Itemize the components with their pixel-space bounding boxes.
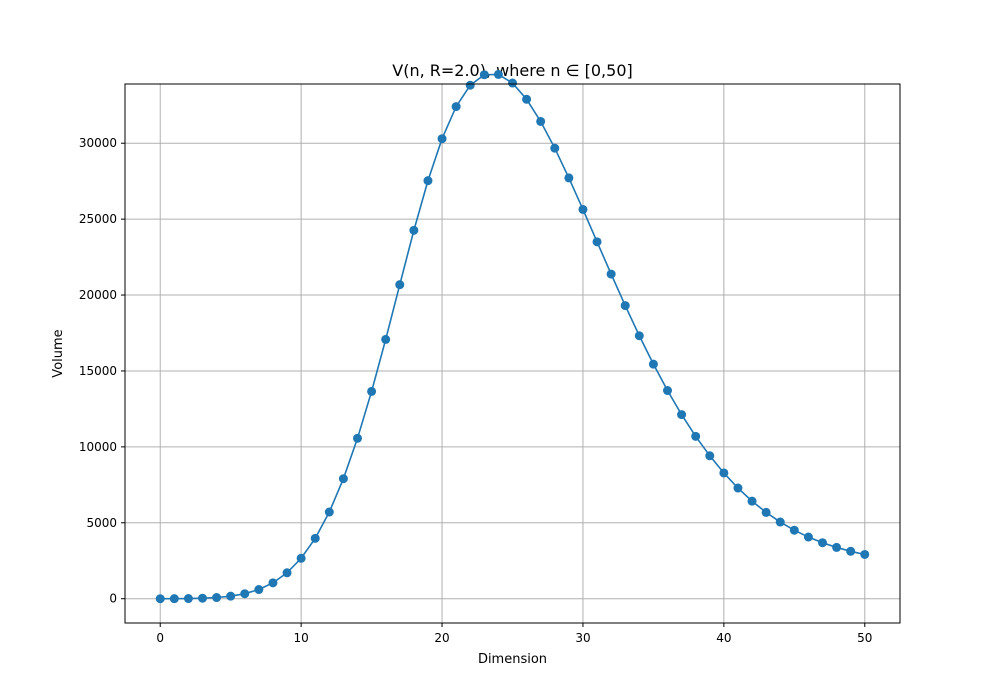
data-point bbox=[268, 578, 278, 588]
y-tick-label: 10000 bbox=[79, 440, 117, 454]
plot-frame bbox=[124, 83, 901, 624]
data-point bbox=[789, 525, 799, 535]
x-axis: 0 10 20 30 40 50 bbox=[156, 623, 872, 645]
data-point bbox=[648, 359, 658, 369]
data-point bbox=[381, 334, 391, 344]
data-point bbox=[465, 80, 475, 90]
x-axis-label: Dimension bbox=[478, 652, 547, 667]
data-point bbox=[536, 116, 546, 126]
x-tick-label: 30 bbox=[575, 631, 590, 645]
data-point bbox=[761, 507, 771, 517]
data-point bbox=[183, 594, 193, 604]
data-point bbox=[550, 143, 560, 153]
data-point bbox=[240, 589, 250, 599]
data-point bbox=[719, 468, 729, 478]
data-point bbox=[169, 594, 179, 604]
data-point bbox=[705, 451, 715, 461]
y-axis-label: Volume bbox=[51, 329, 66, 377]
data-point bbox=[423, 176, 433, 186]
data-point bbox=[663, 386, 672, 396]
y-tick-label: 20000 bbox=[79, 288, 117, 302]
data-point bbox=[846, 546, 856, 556]
data-point bbox=[677, 410, 687, 420]
y-tick-label: 30000 bbox=[79, 136, 117, 150]
data-point bbox=[282, 568, 292, 578]
data-point bbox=[493, 69, 503, 79]
data-point bbox=[409, 225, 419, 235]
x-tick-label: 40 bbox=[716, 631, 731, 645]
x-tick-label: 50 bbox=[857, 631, 872, 645]
data-point bbox=[606, 269, 616, 279]
data-point bbox=[451, 102, 461, 112]
data-point bbox=[860, 549, 870, 559]
data-point bbox=[296, 553, 306, 563]
data-point bbox=[254, 585, 264, 595]
data-point bbox=[775, 517, 785, 527]
x-tick-label: 20 bbox=[434, 631, 449, 645]
data-point bbox=[367, 386, 377, 396]
data-point bbox=[832, 542, 842, 552]
y-tick-label: 15000 bbox=[79, 364, 117, 378]
data-point bbox=[620, 301, 630, 311]
data-point bbox=[578, 204, 588, 214]
y-tick-label: 5000 bbox=[86, 516, 117, 530]
data-point bbox=[310, 533, 320, 543]
data-point bbox=[155, 594, 165, 604]
data-point bbox=[353, 433, 362, 443]
data-point bbox=[324, 507, 334, 517]
data-point bbox=[437, 134, 447, 144]
data-point bbox=[479, 70, 489, 80]
y-axis: 0 5000 10000 15000 20000 25000 30000 bbox=[79, 136, 125, 606]
data-point bbox=[338, 474, 348, 484]
data-series bbox=[155, 69, 870, 604]
y-tick-label: 0 bbox=[109, 592, 117, 606]
data-point bbox=[818, 538, 827, 548]
chart-title: V(n, R=2.0), where n ∈ [0,50] bbox=[392, 61, 632, 80]
data-point bbox=[395, 280, 405, 290]
y-tick-label: 25000 bbox=[79, 212, 117, 226]
data-point bbox=[226, 591, 236, 601]
grid bbox=[125, 84, 900, 623]
x-tick-label: 0 bbox=[156, 631, 164, 645]
data-point bbox=[522, 94, 532, 104]
data-point bbox=[508, 78, 517, 88]
data-point bbox=[803, 532, 813, 542]
data-point bbox=[747, 496, 757, 506]
data-point bbox=[198, 593, 207, 603]
data-point bbox=[212, 593, 222, 603]
x-tick-label: 10 bbox=[293, 631, 308, 645]
data-point bbox=[564, 173, 574, 183]
data-point bbox=[691, 431, 701, 441]
data-point bbox=[592, 237, 602, 247]
data-point bbox=[634, 331, 644, 341]
data-point bbox=[733, 483, 743, 493]
